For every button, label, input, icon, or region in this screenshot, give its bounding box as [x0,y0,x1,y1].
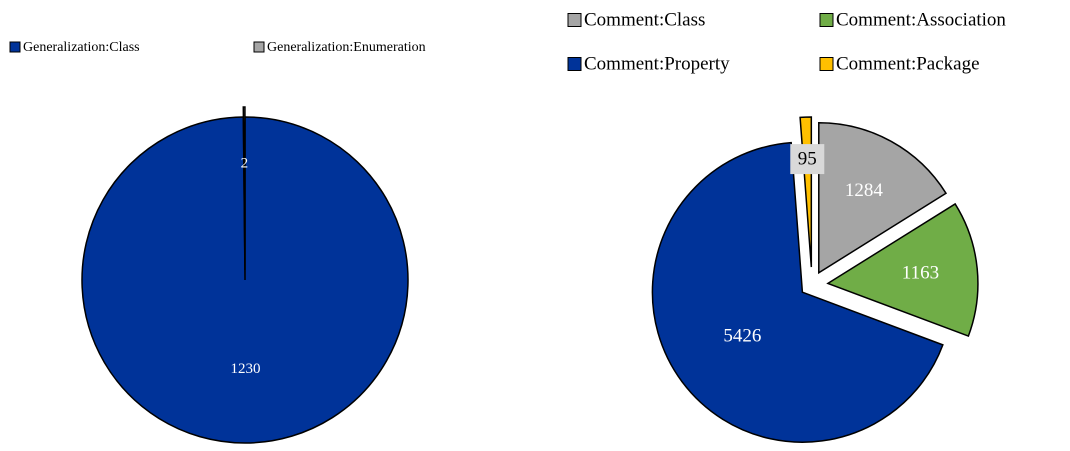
legend-label: Generalization:Enumeration [267,40,426,55]
pie-slice [81,116,409,444]
data-label: 5426 [723,326,761,347]
data-label: 1230 [230,361,260,377]
legend-label: Comment:Association [836,9,1006,30]
legend-label: Comment:Property [584,53,730,74]
legend-label: Comment:Class [584,9,705,30]
data-label-box [790,144,825,175]
pie-slice [799,116,813,268]
pie-slice [651,141,944,443]
data-label: 95 [798,148,817,169]
pie-slice [242,106,246,271]
legend-swatch [9,41,21,53]
data-label: 1163 [902,263,939,284]
legend-swatch [567,57,582,71]
pie-slice [818,122,948,275]
data-label: 1284 [845,180,884,201]
data-label: 2 [241,155,249,171]
legend-swatch [567,13,582,27]
pie-slice [826,202,979,338]
legend-swatch [253,41,265,53]
legend-label: Comment:Package [836,53,980,74]
legend-swatch [819,13,834,27]
legend-swatch [819,57,834,71]
legend-label: Generalization:Class [23,40,140,55]
